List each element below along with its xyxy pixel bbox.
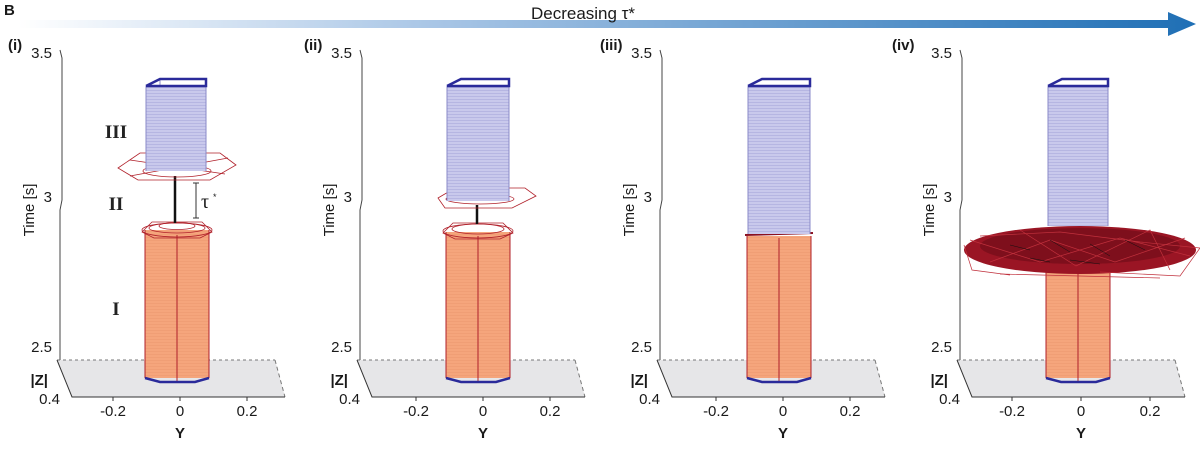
panel-i: (i) 3.5 3 2.5 Time [s] |Z| 0.4 -0.2 0 0.… — [8, 37, 286, 442]
floor-plane — [657, 360, 885, 397]
floor-plane — [357, 360, 585, 397]
decreasing-tau-arrow — [18, 12, 1196, 36]
phase-i-edges — [1045, 268, 1111, 382]
y-tick-2.5: 2.5 — [331, 339, 352, 356]
phase-label-i: I — [112, 299, 119, 320]
x-axis-label: Y — [478, 425, 488, 442]
phase-iii-box — [146, 86, 206, 171]
y-axis-label: Time [s] — [321, 184, 338, 237]
floor-axes — [956, 359, 1185, 398]
phase-iii-top-outline — [446, 77, 511, 88]
phase-iii-edges — [446, 80, 510, 201]
arrow-label: Decreasing τ* — [531, 4, 635, 23]
y-tick-3.5: 3.5 — [631, 45, 652, 62]
floor-plane — [57, 360, 285, 397]
x-tick-label: -0.2 — [403, 403, 429, 420]
x-axis-label: Y — [778, 425, 788, 442]
y-tick-2.5: 2.5 — [31, 339, 52, 356]
panel-label: (iv) — [892, 37, 915, 54]
floor-edge-dashed — [574, 359, 586, 398]
y-tick-3: 3 — [44, 189, 52, 206]
floor-axes — [56, 359, 285, 398]
z-axis-label: |Z| — [330, 372, 348, 389]
phase-iii-top-outline — [747, 77, 812, 88]
x-tick-label: 0 — [176, 403, 184, 420]
tau-label: τ — [201, 191, 209, 213]
time-axis-line — [59, 49, 63, 360]
z-axis-label: |Z| — [630, 372, 648, 389]
y-tick-3.5: 3.5 — [31, 45, 52, 62]
z-tick: 0.4 — [39, 391, 60, 408]
phase-i-base-outline — [746, 376, 812, 384]
y-axis-label: Time [s] — [21, 184, 38, 237]
disk-trajectory-lines — [963, 229, 1200, 279]
panel-iv: (iv) 3.5 3 2.5 Time [s] |Z| 0.4 -0.2 0 0… — [892, 37, 1200, 442]
z-tick: 0.4 — [639, 391, 660, 408]
x-tick-label: -0.2 — [100, 403, 126, 420]
figure-letter: B — [4, 2, 15, 19]
x-tick-label: 0 — [1077, 403, 1085, 420]
z-axis-label: |Z| — [930, 372, 948, 389]
floor-plane — [957, 360, 1185, 397]
phase-iii-box — [748, 86, 810, 234]
y-tick-3: 3 — [344, 189, 352, 206]
dense-red-disk — [963, 226, 1200, 279]
x-axis-label: Y — [1076, 425, 1086, 442]
floor-axes — [356, 359, 585, 398]
floor-edge-dashed — [1174, 359, 1186, 398]
phase-i-base-outline — [1045, 376, 1111, 384]
floor-edge-dashed — [274, 359, 286, 398]
tau-bracket — [193, 182, 199, 219]
phase-iii-box — [447, 86, 509, 201]
disk-dark-strokes — [1009, 239, 1146, 265]
x-tick-label: 0 — [779, 403, 787, 420]
phase-i-edges — [746, 236, 812, 382]
time-axis-line — [659, 49, 663, 360]
phase-iii-edges — [747, 80, 811, 234]
phase-i-base-outline — [144, 376, 210, 384]
time-axis-line — [359, 49, 363, 360]
x-tick-label: -0.2 — [703, 403, 729, 420]
x-tick-label: 0.2 — [840, 403, 861, 420]
panel-label: (iii) — [600, 37, 623, 54]
panel-label: (ii) — [304, 37, 322, 54]
z-axis-label: |Z| — [30, 372, 48, 389]
phase-i-top-disk — [141, 221, 213, 239]
y-tick-2.5: 2.5 — [931, 339, 952, 356]
phase-iii-top-outline — [145, 77, 208, 88]
phase-i-base-outline — [445, 376, 511, 384]
y-axis-label: Time [s] — [921, 184, 938, 237]
floor-axes — [656, 359, 885, 398]
x-tick-label: -0.2 — [999, 403, 1025, 420]
phase-label-iii: III — [105, 122, 127, 143]
phase-iii-edges — [1047, 80, 1109, 226]
y-tick-3: 3 — [944, 189, 952, 206]
floor-edge-dashed — [874, 359, 886, 398]
x-tick-label: 0 — [479, 403, 487, 420]
y-tick-2.5: 2.5 — [631, 339, 652, 356]
y-tick-3.5: 3.5 — [931, 45, 952, 62]
panel-ii: (ii) 3.5 3 2.5 Time [s] |Z| 0.4 -0.2 0 0… — [304, 37, 586, 442]
z-tick: 0.4 — [339, 391, 360, 408]
phase-i-edges — [144, 230, 210, 382]
phase-iii-top-outline — [1047, 77, 1110, 88]
time-axis-line — [959, 49, 963, 360]
x-tick-label: 0.2 — [237, 403, 258, 420]
x-axis-label: Y — [175, 425, 185, 442]
z-tick: 0.4 — [939, 391, 960, 408]
y-tick-3.5: 3.5 — [331, 45, 352, 62]
phase-label-ii: II — [109, 194, 124, 215]
tau-superscript: * — [213, 192, 217, 202]
y-tick-3: 3 — [644, 189, 652, 206]
phase-i-edges — [445, 232, 511, 382]
x-tick-label: 0.2 — [1140, 403, 1161, 420]
phase-iii-box — [1048, 86, 1108, 226]
x-tick-label: 0.2 — [540, 403, 561, 420]
panel-label: (i) — [8, 37, 22, 54]
y-axis-label: Time [s] — [621, 184, 638, 237]
panel-iii: (iii) 3.5 3 2.5 Time [s] |Z| 0.4 -0.2 0 … — [600, 37, 886, 442]
